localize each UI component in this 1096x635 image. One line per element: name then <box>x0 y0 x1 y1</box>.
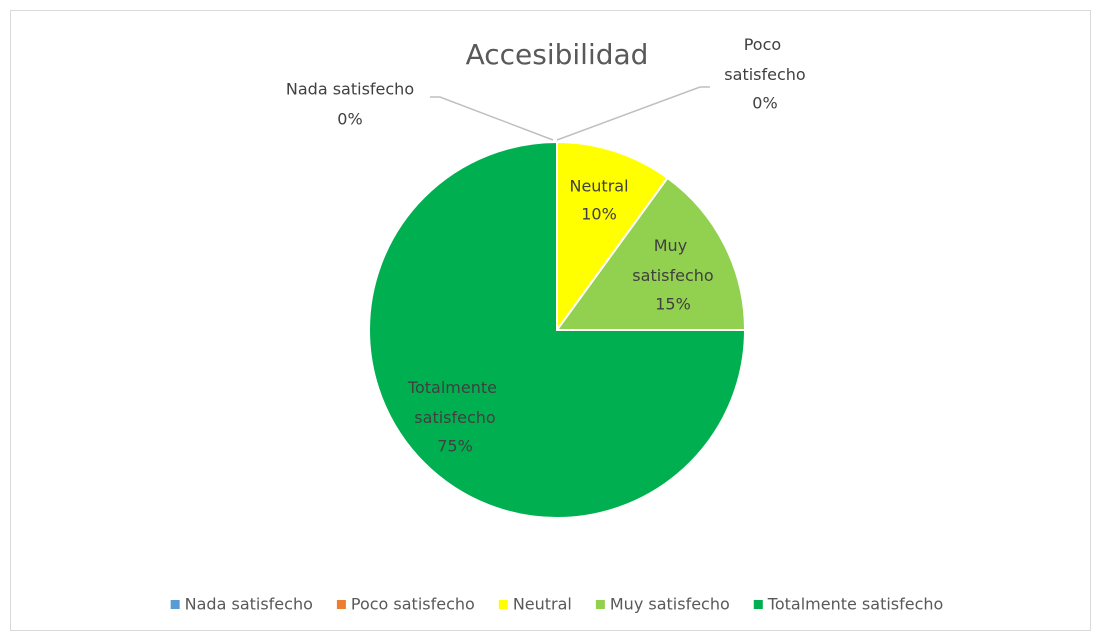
label-line: Muy <box>654 236 693 255</box>
legend-label: Nada satisfecho <box>185 595 313 614</box>
legend-label: Totalmente satisfecho <box>767 595 944 614</box>
legend-swatch <box>336 600 346 609</box>
label-line: satisfecho <box>632 266 713 285</box>
label-line: satisfecho <box>414 408 495 427</box>
legend-label: Muy satisfecho <box>610 595 730 614</box>
legend-label: Poco satisfecho <box>351 595 475 614</box>
legend-swatch <box>595 600 605 609</box>
legend-label: Neutral <box>513 595 572 614</box>
data-label-value: 0% <box>752 94 777 113</box>
legend-swatch <box>498 600 508 609</box>
data-label-value: 10% <box>581 205 617 224</box>
data-label-name: Nada satisfecho <box>286 80 414 99</box>
chart-title: Accesibilidad <box>466 38 649 71</box>
data-label-value: 75% <box>437 437 473 456</box>
data-label-name: Neutral <box>569 177 628 196</box>
pie-slice <box>555 176 747 331</box>
data-label-value: 0% <box>337 110 362 129</box>
data-label-name: Totalmente satisfecho <box>407 378 502 427</box>
data-label-name: Muy satisfecho <box>632 236 713 285</box>
legend: Nada satisfecho Poco satisfecho Neutral Muy… <box>170 595 944 614</box>
label-line: satisfecho <box>724 65 805 84</box>
label-line: Poco <box>744 35 787 54</box>
label-line: Totalmente <box>407 378 502 397</box>
data-label-value: 15% <box>655 295 691 314</box>
pie-slice <box>368 140 747 519</box>
pie-slice <box>556 140 669 334</box>
data-label-name: Poco satisfecho <box>724 35 805 84</box>
legend-swatch <box>753 600 763 609</box>
leader-line <box>556 86 710 141</box>
legend-swatch <box>170 600 180 609</box>
leader-line <box>430 96 554 141</box>
